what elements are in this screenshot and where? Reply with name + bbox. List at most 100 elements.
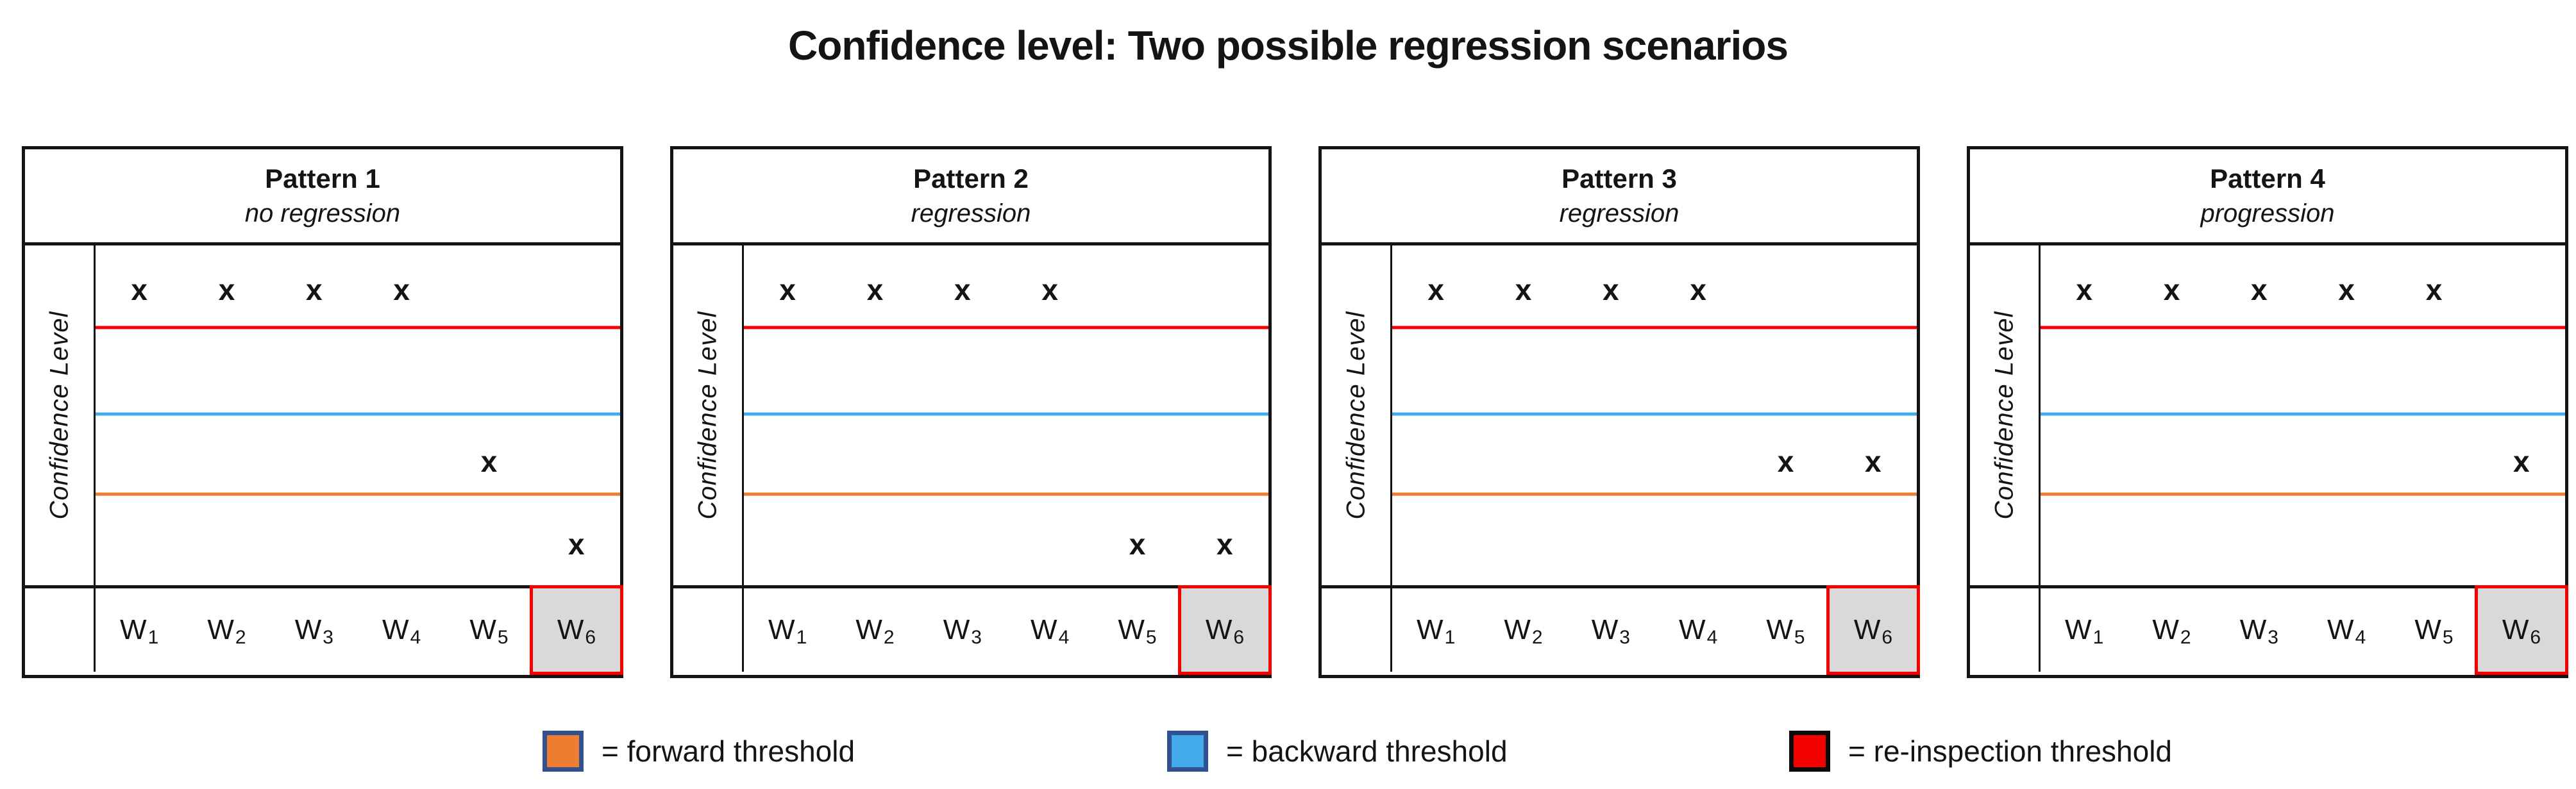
re-inspection-threshold-line (2041, 326, 2565, 329)
y-axis-label: Confidence Level (1342, 311, 1370, 520)
legend-label: = re-inspection threshold (1848, 735, 2173, 768)
plot-area: x x x x x x (2041, 245, 2565, 585)
axis-corner-cell (673, 588, 744, 672)
axis-corner-cell (1970, 588, 2041, 672)
panel-title: Pattern 4 (2210, 163, 2325, 194)
backward-threshold-swatch (1167, 731, 1208, 772)
legend-item-forward: = forward threshold (543, 724, 855, 778)
re-inspection-threshold-line (1392, 326, 1917, 329)
panel-subtitle: regression (911, 199, 1031, 228)
y-axis-label-cell: Confidence Level (673, 245, 744, 585)
confidence-marker: x (1603, 272, 1619, 306)
confidence-marker: x (1515, 272, 1532, 306)
confidence-marker: x (1777, 444, 1794, 478)
confidence-marker: x (866, 272, 884, 306)
y-axis-label-cell: Confidence Level (1322, 245, 1392, 585)
panel-header: Pattern 1 no regression (25, 149, 620, 245)
panel-subtitle: regression (1559, 199, 1679, 228)
panel-body: Confidence Level x x x x x x (1970, 245, 2565, 585)
backward-threshold-line (744, 412, 1268, 416)
forward-threshold-line (1392, 492, 1917, 496)
confidence-marker: x (2425, 272, 2443, 306)
legend-label: = backward threshold (1226, 735, 1508, 768)
axis-corner-cell (1322, 588, 1392, 672)
re-inspection-threshold-line (96, 326, 620, 329)
pattern-1-panel: Pattern 1 no regression Confidence Level… (22, 146, 623, 678)
panel-subtitle: progression (2200, 199, 2335, 228)
legend-item-backward: = backward threshold (1167, 724, 1508, 778)
pattern-4-panel: Pattern 4 progression Confidence Level x… (1967, 146, 2568, 678)
confidence-marker: x (393, 272, 410, 306)
plot-area: x x x x x x (96, 245, 620, 585)
legend-label: = forward threshold (602, 735, 855, 768)
page-title: Confidence level: Two possible regressio… (788, 22, 1789, 69)
confidence-marker: x (2251, 272, 2268, 306)
confidence-marker: x (779, 272, 796, 306)
forward-threshold-line (96, 492, 620, 496)
confidence-marker: x (2513, 444, 2530, 478)
y-axis-label-cell: Confidence Level (25, 245, 96, 585)
confidence-marker: x (131, 272, 147, 306)
panel-title: Pattern 1 (265, 163, 380, 194)
plot-area: x x x x x x (744, 245, 1268, 585)
panel-body: Confidence Level x x x x x x (673, 245, 1268, 585)
re-inspection-threshold-swatch (1789, 731, 1830, 772)
panel-title: Pattern 3 (1562, 163, 1677, 194)
panel-header: Pattern 3 regression (1322, 149, 1917, 245)
panel-body: Confidence Level x x x x x x (25, 245, 620, 585)
confidence-marker: x (306, 272, 323, 306)
panel-body: Confidence Level x x x x x x (1322, 245, 1917, 585)
y-axis-label-cell: Confidence Level (1970, 245, 2041, 585)
confidence-marker: x (218, 272, 235, 306)
confidence-marker: x (2163, 272, 2180, 306)
re-inspection-threshold-line (744, 326, 1268, 329)
confidence-marker: x (480, 444, 498, 478)
backward-threshold-line (1392, 412, 1917, 416)
forward-threshold-swatch (543, 731, 584, 772)
panel-header: Pattern 4 progression (1970, 149, 2565, 245)
axis-corner-cell (25, 588, 96, 672)
confidence-marker: x (1690, 272, 1706, 306)
confidence-marker: x (1129, 527, 1146, 561)
confidence-marker: x (1041, 272, 1058, 306)
confidence-marker: x (568, 527, 585, 561)
panel-header: Pattern 2 regression (673, 149, 1268, 245)
confidence-marker: x (1216, 527, 1233, 561)
plot-area: x x x x x x (1392, 245, 1917, 585)
confidence-marker: x (1427, 272, 1444, 306)
confidence-marker: x (1865, 444, 1881, 478)
forward-threshold-line (2041, 492, 2565, 496)
y-axis-label: Confidence Level (1990, 311, 2018, 520)
backward-threshold-line (96, 412, 620, 416)
legend-item-reinspection: = re-inspection threshold (1789, 724, 2172, 778)
panel-title: Pattern 2 (913, 163, 1029, 194)
confidence-marker: x (954, 272, 971, 306)
